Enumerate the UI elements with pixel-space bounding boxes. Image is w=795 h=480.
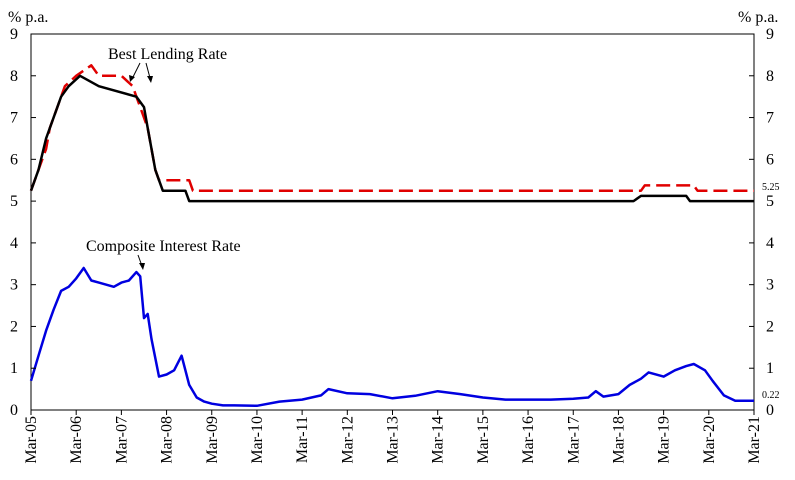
x-tick-label: Mar-05 <box>23 416 40 464</box>
y-tick-label-right: 6 <box>766 151 774 168</box>
best-lending-rate-arrowhead-left <box>129 75 135 82</box>
series-line-1 <box>29 74 754 203</box>
y-tick-label-right: 3 <box>766 277 774 294</box>
y-tick-label-right: 1 <box>766 360 774 377</box>
x-tick-label: Mar-06 <box>68 416 85 464</box>
y-tick-label-left: 5 <box>10 193 18 210</box>
x-tick-label: Mar-11 <box>294 416 311 463</box>
series-line-2 <box>29 266 754 408</box>
x-tick-label: Mar-21 <box>746 416 763 464</box>
best-lending-rate-arrowhead-right <box>147 76 153 83</box>
y-tick-label-left: 0 <box>10 402 18 419</box>
left-axis-unit: % p.a. <box>8 9 48 26</box>
y-tick-label-right: 0 <box>766 402 774 419</box>
x-tick-label: Mar-17 <box>565 416 582 464</box>
y-tick-label-left: 4 <box>10 235 18 252</box>
series-layer <box>29 64 754 408</box>
plot-frame <box>30 33 755 411</box>
y-tick-label-right: 9 <box>766 26 774 43</box>
y-tick-label-left: 1 <box>10 360 18 377</box>
best-lending-rate-arrow-right <box>145 62 151 79</box>
x-tick-label: Mar-07 <box>113 416 130 464</box>
x-tick-label: Mar-16 <box>520 416 537 464</box>
y-tick-label-left: 8 <box>10 68 18 85</box>
y-tick-label-right: 2 <box>766 318 774 335</box>
y-tick-label-left: 7 <box>10 110 18 127</box>
x-tick-label: Mar-09 <box>204 416 221 464</box>
x-tick-label: Mar-20 <box>701 416 718 464</box>
x-tick-label: Mar-13 <box>385 416 402 464</box>
x-tick-label: Mar-19 <box>656 416 673 464</box>
x-tick-label: Mar-12 <box>339 416 356 464</box>
x-tick-label: Mar-14 <box>430 416 447 464</box>
blr-end-label: 5.25 <box>762 182 780 193</box>
plot-area <box>30 33 755 411</box>
axes-layer: 0 0 1 1 2 2 3 3 4 4 5 5 6 6 7 7 8 8 9 9 Mar-05 Mar-06 Mar-07 Ma… <box>10 26 774 464</box>
y-tick-label-left: 2 <box>10 318 18 335</box>
y-tick-label-right: 4 <box>766 235 774 252</box>
y-tick-label-left: 9 <box>10 26 18 43</box>
x-tick-label: Mar-18 <box>610 416 627 464</box>
composite-interest-rate-arrowhead <box>139 263 145 270</box>
x-tick-label: Mar-10 <box>249 416 266 464</box>
y-tick-label-left: 6 <box>10 151 18 168</box>
best-lending-rate-annotation: Best Lending Rate <box>108 46 227 63</box>
y-tick-label-right: 5 <box>766 193 774 210</box>
x-tick-label: Mar-08 <box>159 416 176 464</box>
series-line-0 <box>29 64 754 192</box>
y-tick-label-right: 7 <box>766 110 774 127</box>
x-tick-label: Mar-15 <box>475 416 492 464</box>
annotation-layer: Best Lending Rate Composite Interest Rat… <box>86 46 780 401</box>
composite-end-label: 0.22 <box>762 390 780 401</box>
y-tick-label-right: 8 <box>766 68 774 85</box>
best-lending-rate-arrow-left <box>131 62 141 80</box>
composite-interest-rate-annotation: Composite Interest Rate <box>86 238 241 255</box>
y-tick-label-left: 3 <box>10 277 18 294</box>
right-axis-unit: % p.a. <box>738 9 778 26</box>
